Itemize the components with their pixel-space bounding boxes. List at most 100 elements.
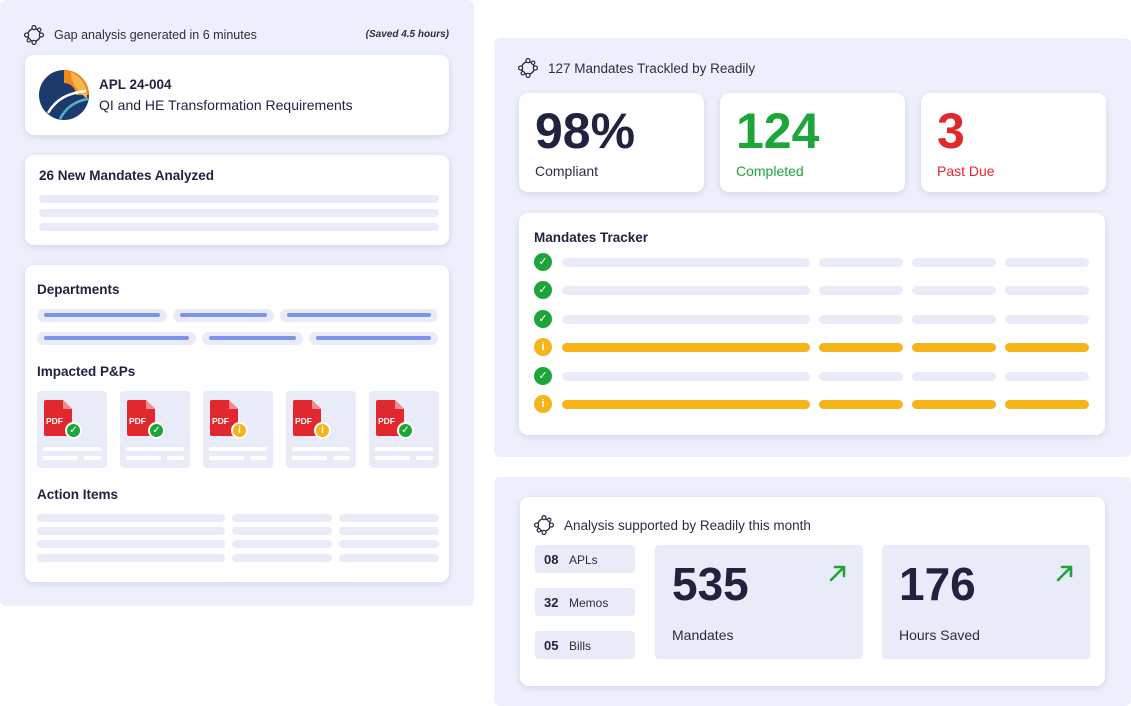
pdf-tile[interactable]: PDF i: [203, 391, 273, 468]
analysis-card: Analysis supported by Readily this month…: [520, 497, 1105, 686]
tracker-bar: [1005, 371, 1089, 381]
action-item-line[interactable]: [232, 527, 332, 535]
placeholder-line: [39, 209, 439, 217]
pdf-file-icon: PDF: [210, 400, 238, 436]
pdf-label: PDF: [129, 416, 146, 426]
action-item-line[interactable]: [232, 540, 332, 548]
placeholder-line: [209, 447, 267, 451]
check-icon: ✓: [397, 422, 414, 439]
pdf-tile[interactable]: PDF i: [286, 391, 356, 468]
check-icon: ✓: [65, 422, 82, 439]
action-item-line[interactable]: [339, 514, 439, 522]
action-item-line[interactable]: [37, 540, 225, 548]
metric-box[interactable]: 176 Hours Saved: [882, 545, 1090, 659]
placeholder-line: [375, 447, 433, 451]
check-icon: ✓: [534, 281, 552, 300]
info-icon: i: [534, 395, 552, 413]
readily-logo-icon: [24, 25, 44, 45]
impacted-pps-title: Impacted P&Ps: [37, 364, 136, 379]
count-label: APLs: [569, 553, 598, 567]
pdf-tile[interactable]: PDF ✓: [369, 391, 439, 468]
pdf-label: PDF: [295, 416, 312, 426]
action-item-line[interactable]: [339, 540, 439, 548]
tracker-bar: [562, 258, 810, 267]
department-tag[interactable]: [173, 309, 274, 322]
tracker-bar: [562, 286, 810, 296]
pdf-file-icon: PDF: [376, 400, 404, 436]
placeholder-line: [292, 447, 350, 451]
tracker-bar: [819, 343, 903, 353]
placeholder-line: [292, 456, 327, 460]
tracker-bar: [912, 371, 996, 381]
stat-card[interactable]: 124 Completed: [720, 93, 905, 192]
info-icon: i: [314, 422, 331, 439]
placeholder-line: [333, 456, 350, 460]
count-label: Memos: [569, 596, 609, 610]
mandates-tracker-card: Mandates Tracker ✓ ✓ ✓ i ✓ i: [519, 213, 1105, 435]
tracker-bar: [1005, 314, 1089, 324]
pdf-label: PDF: [46, 416, 63, 426]
tracker-bar: [819, 371, 903, 381]
tracker-bar: [819, 286, 903, 296]
tracker-bar: [912, 314, 996, 324]
tracker-bar: [819, 258, 903, 267]
mandates-analyzed-card[interactable]: 26 New Mandates Analyzed: [25, 155, 449, 245]
department-tag[interactable]: [280, 309, 438, 322]
mandates-header: 127 Mandates Trackled by Readily: [548, 61, 756, 76]
placeholder-line: [209, 456, 244, 460]
apl-title: QI and HE Transformation Requirements: [99, 97, 353, 113]
action-item-line[interactable]: [339, 554, 439, 562]
metric-box[interactable]: 535 Mandates: [655, 545, 863, 659]
placeholder-line: [126, 447, 184, 451]
department-tag[interactable]: [309, 332, 438, 345]
action-item-line[interactable]: [37, 514, 225, 522]
metric-value: 176: [899, 558, 976, 610]
metric-label: Hours Saved: [899, 627, 980, 643]
action-item-line[interactable]: [37, 554, 225, 562]
placeholder-line: [43, 447, 101, 451]
tracker-bar: [1005, 286, 1089, 296]
department-tag[interactable]: [37, 309, 167, 322]
pdf-tile[interactable]: PDF ✓: [37, 391, 107, 468]
tracker-bar: [1005, 400, 1089, 409]
department-tag[interactable]: [202, 332, 303, 345]
department-tag[interactable]: [37, 332, 196, 345]
pdf-label: PDF: [212, 416, 229, 426]
count-box[interactable]: 08 APLs: [535, 545, 635, 573]
apl-card[interactable]: APL 24-004 QI and HE Transformation Requ…: [25, 55, 449, 135]
check-icon: ✓: [534, 309, 552, 328]
placeholder-line: [84, 456, 101, 460]
action-item-line[interactable]: [37, 527, 225, 535]
count-box[interactable]: 32 Memos: [535, 588, 635, 616]
analysis-panel: Analysis supported by Readily this month…: [494, 477, 1131, 706]
action-item-line[interactable]: [339, 527, 439, 535]
tracker-bar: [562, 343, 810, 353]
placeholder-line: [126, 456, 161, 460]
count-value: 32: [544, 595, 559, 610]
analysis-header: Analysis supported by Readily this month: [564, 518, 811, 533]
apl-logo-icon: [39, 70, 89, 120]
stat-label: Past Due: [937, 163, 995, 179]
action-item-line[interactable]: [232, 514, 332, 522]
stat-card[interactable]: 3 Past Due: [921, 93, 1106, 192]
count-box[interactable]: 05 Bills: [535, 631, 635, 659]
tracker-bar: [819, 314, 903, 324]
gap-analysis-header: Gap analysis generated in 6 minutes: [54, 28, 257, 42]
tracker-bar: [1005, 343, 1089, 353]
pdf-tile[interactable]: PDF ✓: [120, 391, 190, 468]
pdf-label: PDF: [378, 416, 395, 426]
metric-value: 535: [672, 558, 749, 610]
tracker-bar: [562, 400, 810, 409]
stat-value: 98%: [535, 103, 636, 159]
tracker-bar: [912, 343, 996, 353]
check-icon: ✓: [534, 253, 552, 271]
stat-card[interactable]: 98% Compliant: [519, 93, 704, 192]
tracker-bar: [912, 258, 996, 267]
info-icon: i: [231, 422, 248, 439]
tracker-bar: [912, 286, 996, 296]
placeholder-line: [43, 456, 78, 460]
time-saved-note: (Saved 4.5 hours): [365, 29, 449, 40]
trend-up-arrow-icon: [1056, 565, 1073, 582]
placeholder-line: [167, 456, 184, 460]
action-item-line[interactable]: [232, 554, 332, 562]
